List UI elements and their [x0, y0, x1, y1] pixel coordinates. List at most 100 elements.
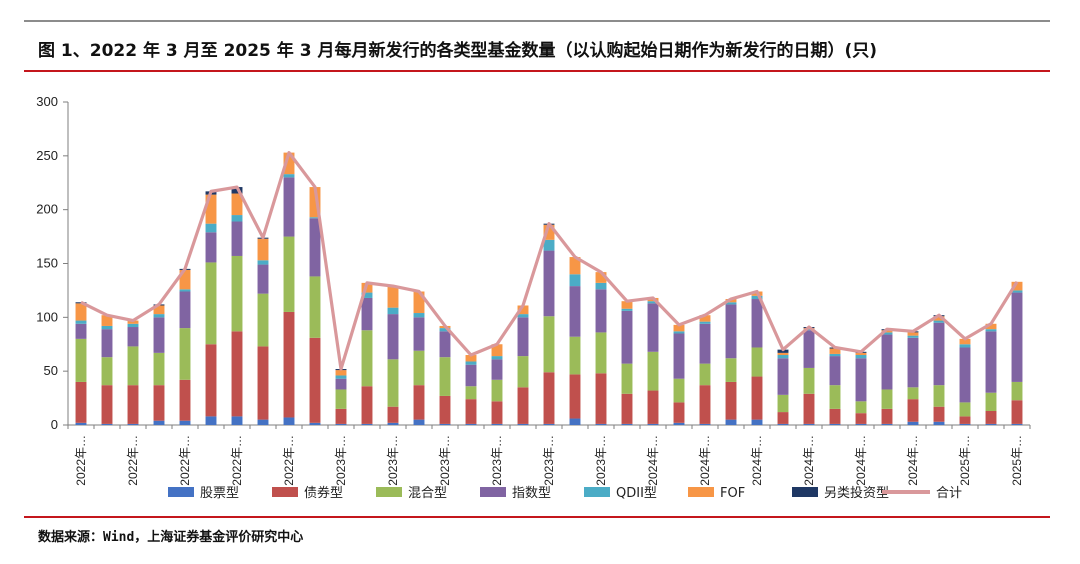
bar-segment: [283, 174, 295, 178]
x-tick-label: 2024年…: [750, 435, 764, 486]
legend-label: 混合型: [408, 486, 447, 501]
bar-segment: [413, 385, 425, 420]
bar-segment: [75, 381, 87, 423]
bar-segment: [205, 262, 217, 345]
x-tick-label: 2023年…: [490, 435, 504, 486]
bar-segment: [751, 376, 763, 420]
bar-segment: [387, 359, 399, 407]
bar-segment: [101, 357, 113, 386]
bar-segment: [439, 328, 451, 332]
bar-segment: [1011, 400, 1023, 424]
bar-segment: [959, 416, 971, 424]
bar-segment: [283, 417, 295, 425]
bar-segment: [777, 412, 789, 424]
bar-segment: [153, 420, 165, 425]
bar-segment: [335, 423, 347, 425]
bar-segment: [569, 274, 581, 287]
bar-segment: [179, 379, 191, 421]
bar-segment: [153, 314, 165, 318]
bar-segment: [699, 323, 711, 364]
bar-segment: [829, 385, 841, 409]
bar-segment: [933, 421, 945, 425]
bar-segment: [959, 402, 971, 417]
bar-segment: [777, 358, 789, 395]
bar-segment: [985, 323, 997, 330]
bar-segment: [647, 423, 659, 425]
legend-swatch: [584, 487, 610, 497]
legend-label: 合计: [936, 486, 962, 501]
legend-label: 指数型: [512, 486, 551, 501]
bar-segment: [205, 232, 217, 263]
bar-segment: [647, 351, 659, 391]
x-tick-label: 2022年…: [126, 435, 140, 486]
bar-segment: [543, 372, 555, 424]
bar-segment: [543, 239, 555, 251]
y-tick-label: 100: [36, 309, 58, 324]
bar-segment: [673, 324, 685, 332]
bar-segment: [959, 344, 971, 348]
bar-segment: [491, 359, 503, 380]
bar-segment: [777, 355, 789, 359]
bar-segment: [569, 418, 581, 425]
bar-segment: [933, 322, 945, 386]
bar-segment: [595, 282, 607, 290]
x-tick-label: 2023年…: [386, 435, 400, 486]
legend-swatch: [168, 487, 194, 497]
bar-segment: [933, 406, 945, 422]
x-tick-label: 2023年…: [594, 435, 608, 486]
bar-segment: [881, 334, 893, 390]
bar-segment: [361, 423, 373, 425]
bar-segment: [75, 323, 87, 339]
bar-segment: [829, 356, 841, 386]
bar-segment: [257, 264, 269, 294]
bar-segment: [465, 364, 477, 387]
y-tick-label: 250: [36, 148, 58, 163]
x-tick-label: 2023年…: [334, 435, 348, 486]
bar-segment: [75, 422, 87, 425]
bar-segment: [283, 236, 295, 312]
bar-segment: [387, 286, 399, 308]
bar-segment: [673, 402, 685, 423]
bar-segment: [777, 394, 789, 413]
bar-segment: [829, 353, 841, 357]
bar-segment: [75, 303, 87, 321]
bar-segment: [985, 331, 997, 393]
bar-segment: [101, 325, 113, 330]
legend-label: 债券型: [304, 485, 343, 501]
bar-segment: [179, 291, 191, 329]
x-tick-label: 2024年…: [906, 435, 920, 486]
bar-segment: [673, 378, 685, 403]
bar-segment: [153, 305, 165, 315]
footer-red-rule: [24, 516, 1050, 518]
bar-segment: [1011, 381, 1023, 401]
bar-segment: [933, 320, 945, 323]
bar-segment: [699, 321, 711, 324]
bar-segment: [231, 331, 243, 417]
x-tick-label: 2022年…: [178, 435, 192, 486]
legend-swatch: [688, 487, 714, 497]
bar-segment: [179, 420, 191, 425]
bar-segment: [985, 329, 997, 332]
bar-segment: [1011, 292, 1023, 382]
bar-segment: [205, 223, 217, 233]
bar-segment: [179, 269, 191, 290]
bar-segment: [907, 332, 919, 336]
bar-segment: [751, 299, 763, 348]
bar-segment: [75, 320, 87, 324]
bar-segment: [101, 423, 113, 425]
bar-segment: [257, 260, 269, 265]
bar-segment: [621, 310, 633, 364]
bar-segment: [569, 336, 581, 375]
bar-segment: [127, 346, 139, 386]
bar-segment: [881, 330, 893, 333]
bar-segment: [361, 386, 373, 424]
bar-segment: [231, 221, 243, 256]
x-tick-label: 2024年…: [802, 435, 816, 486]
bar-segment: [491, 344, 503, 357]
bar-segment: [491, 423, 503, 425]
bar-segment: [595, 423, 607, 425]
bar-segment: [855, 358, 867, 402]
bar-segment: [439, 331, 451, 358]
bar-segment: [855, 413, 867, 424]
